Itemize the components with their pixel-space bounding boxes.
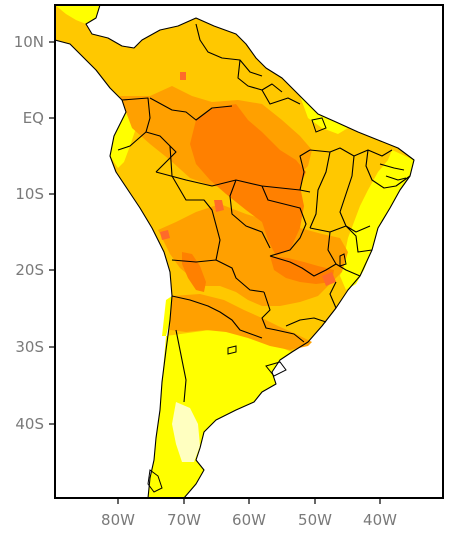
land-dark-orange-parana (270, 256, 334, 284)
land-yellow-coast (300, 96, 348, 134)
lat-label-10s: 10S (15, 185, 44, 203)
land-dark-orange-andes (182, 252, 206, 292)
land-orange-south (170, 294, 312, 350)
land-yellow-northeast (340, 150, 414, 290)
lon-axis: 80W 70W 60W 50W 40W (101, 498, 397, 529)
lat-label-40s: 40S (15, 415, 44, 433)
lat-label-30s: 30S (15, 338, 44, 356)
land-yellow-north (55, 5, 100, 24)
lat-axis: 10N EQ 10S 20S 30S 40S (14, 33, 55, 433)
lon-label-60w: 60W (232, 511, 266, 529)
country-borders (55, 5, 415, 498)
lat-label-10n: 10N (14, 33, 44, 51)
land-yellow-west (110, 112, 136, 168)
lon-label-80w: 80W (101, 511, 135, 529)
lon-label-40w: 40W (363, 511, 397, 529)
land-dark-orange-amazon (190, 104, 306, 256)
land-red-orange-spot-4 (214, 200, 224, 212)
land-red-orange-spot-1 (180, 72, 186, 80)
lon-label-50w: 50W (298, 511, 332, 529)
islands (147, 117, 347, 493)
lat-label-20s: 20S (15, 261, 44, 279)
land-yellow-chile (162, 296, 172, 336)
land-red-orange-spot-3 (322, 272, 336, 286)
lon-label-70w: 70W (167, 511, 201, 529)
lat-label-eq: EQ (23, 109, 44, 127)
land-red-orange-spot-2 (160, 230, 170, 240)
land-pale-patagonia (172, 402, 200, 462)
